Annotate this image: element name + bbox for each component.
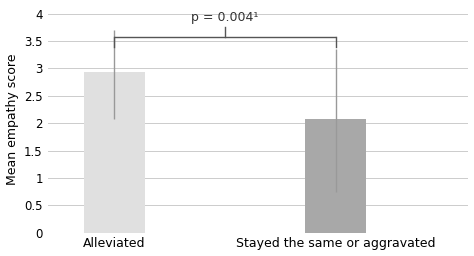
Text: p = 0.004¹: p = 0.004¹ <box>191 10 258 24</box>
Bar <box>83 72 145 233</box>
Y-axis label: Mean empathy score: Mean empathy score <box>6 53 18 185</box>
Bar <box>305 119 366 233</box>
